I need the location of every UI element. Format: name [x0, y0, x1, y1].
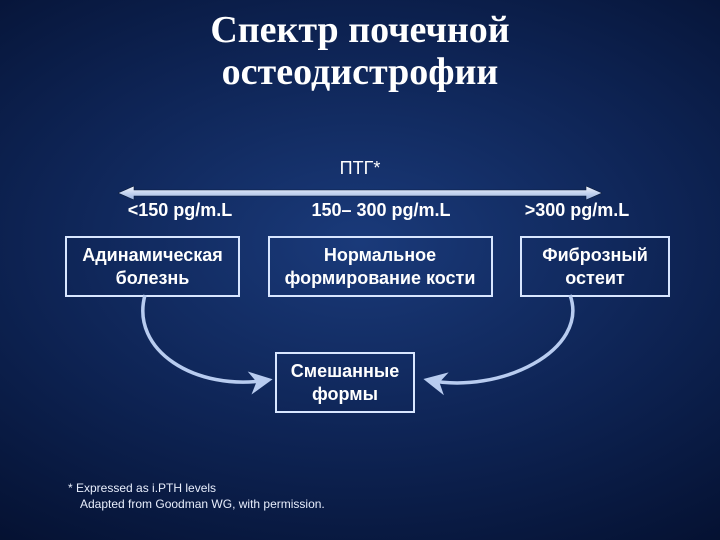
page-title: Спектр почечной остеодистрофии [0, 0, 720, 94]
footnote-line1: * Expressed as i.PTH levels [68, 480, 325, 496]
box-mixed: Смешанные формы [275, 352, 415, 413]
ptg-label: ПТГ* [340, 158, 381, 179]
box-fibrous-line1: Фиброзный [530, 244, 660, 267]
range-row: <150 pg/m.L 150– 300 pg/m.L >300 pg/m.L [0, 200, 720, 221]
footnote: * Expressed as i.PTH levels Adapted from… [68, 480, 325, 512]
spectrum-double-arrow [118, 186, 602, 200]
range-right: >300 pg/m.L [502, 200, 652, 221]
range-mid: 150– 300 pg/m.L [281, 200, 481, 221]
box-fibrous: Фиброзный остеит [520, 236, 670, 297]
title-line-2: остеодистрофии [0, 52, 720, 94]
footnote-line2: Adapted from Goodman WG, with permission… [68, 496, 325, 512]
box-normal-line1: Нормальное [278, 244, 483, 267]
box-row: Адинамическая болезнь Нормальное формиро… [0, 236, 720, 297]
box-normal: Нормальное формирование кости [268, 236, 493, 297]
box-fibrous-line2: остеит [530, 267, 660, 290]
curve-right-to-mixed-icon [428, 295, 573, 383]
box-adynamic-line1: Адинамическая [75, 244, 230, 267]
box-normal-line2: формирование кости [278, 267, 483, 290]
box-mixed-line1: Смешанные [281, 360, 409, 383]
box-adynamic: Адинамическая болезнь [65, 236, 240, 297]
range-left: <150 pg/m.L [100, 200, 260, 221]
title-line-1: Спектр почечной [0, 10, 720, 52]
box-adynamic-line2: болезнь [75, 267, 230, 290]
box-mixed-line2: формы [281, 383, 409, 406]
curve-left-to-mixed-icon [143, 295, 268, 382]
